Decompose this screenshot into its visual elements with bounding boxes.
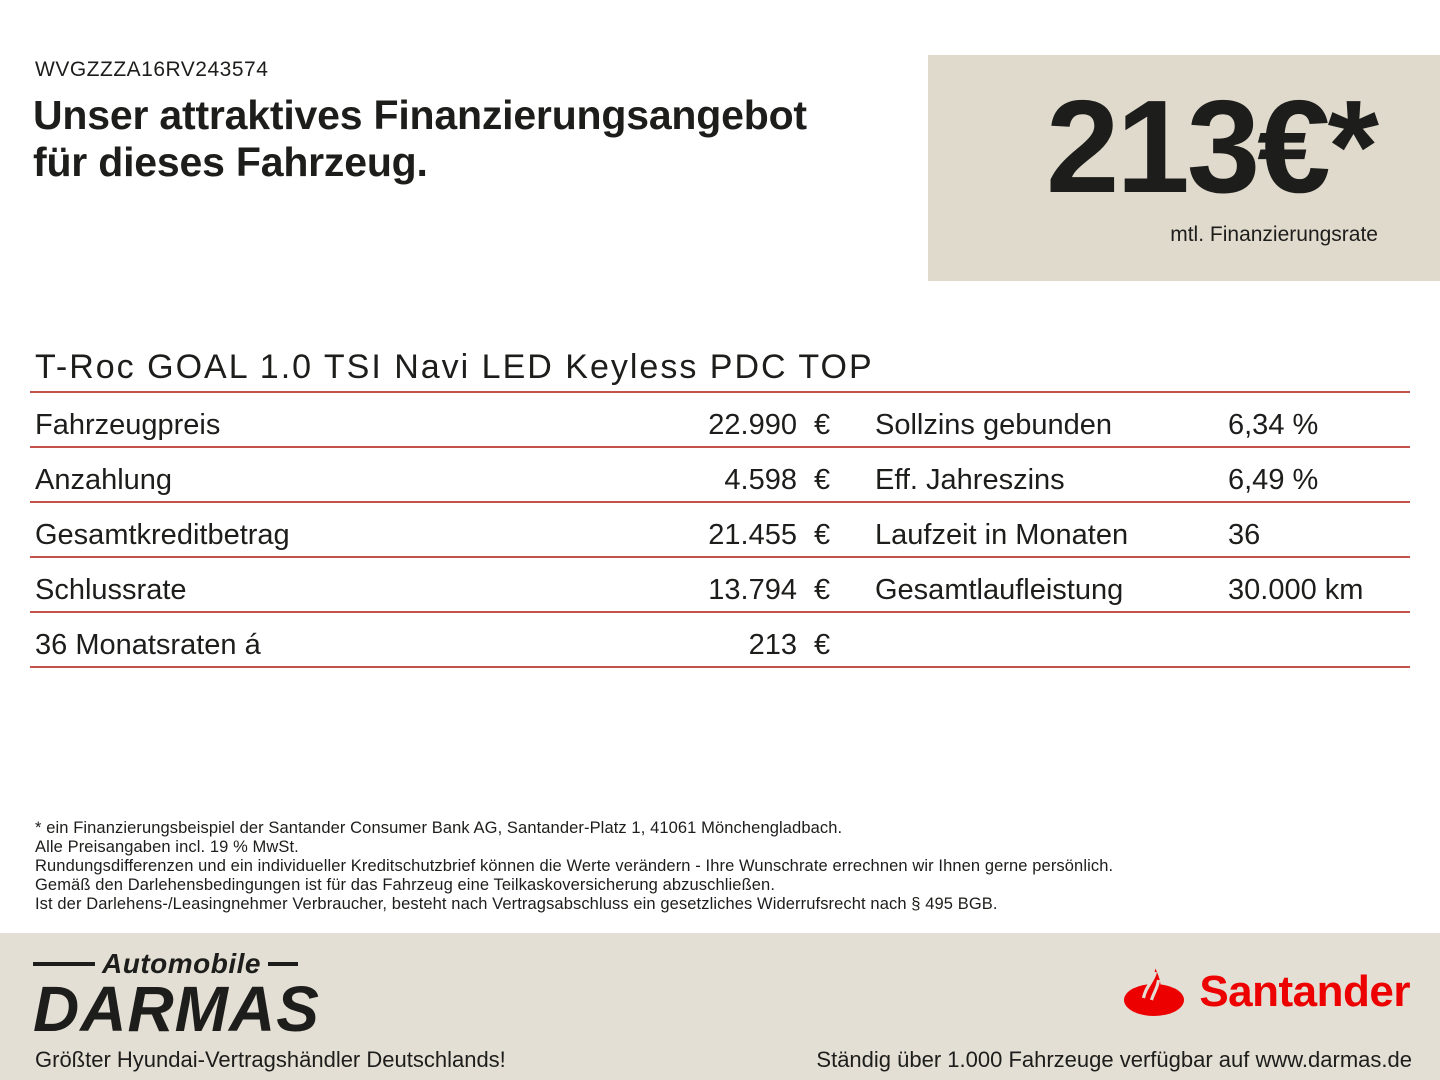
footer-taglines: Größter Hyundai-Vertragshändler Deutschl… [35, 1047, 1412, 1073]
finance-label-left: Gesamtkreditbetrag [35, 519, 290, 551]
monthly-rate-box: 213€* mtl. Finanzierungsrate [928, 55, 1440, 281]
finance-unit-left: € [814, 519, 831, 551]
vin-number: WVGZZZA16RV243574 [35, 58, 269, 81]
finance-table: Fahrzeugpreis 22.990 € Sollzins gebunden 6,3… [30, 393, 1410, 668]
finance-row: Schlussrate 13.794 € Gesamtlaufleistung 30.0… [30, 558, 1410, 613]
finance-label-right: Eff. Jahreszins [875, 464, 1065, 496]
finance-label-left: Schlussrate [35, 574, 187, 606]
finance-unit-left: € [814, 574, 831, 606]
logo-rule-left [33, 962, 95, 966]
santander-flame-icon [1124, 968, 1185, 1016]
finance-unit-left: € [814, 629, 831, 661]
finance-value-left: 213 [748, 629, 797, 661]
finance-unit-left: € [814, 409, 831, 441]
footer-tagline-right: Ständig über 1.000 Fahrzeuge verfügbar a… [816, 1047, 1412, 1072]
finance-unit-left: € [814, 464, 831, 496]
finance-row: Gesamtkreditbetrag 21.455 € Laufzeit in Mon… [30, 503, 1410, 558]
finance-label-right: Sollzins gebunden [875, 409, 1113, 441]
santander-logo-text: Santander [1199, 967, 1410, 1016]
logo-rule-right [268, 962, 298, 966]
footnote-line: Rundungsdifferenzen und ein individuelle… [35, 857, 1114, 875]
finance-value-left: 21.455 [708, 519, 797, 551]
finance-value-right: 36 [1228, 519, 1261, 551]
footnote-line: Gemäß den Darlehensbedingungen ist für d… [35, 876, 776, 894]
footnote-line: Ist der Darlehens-/Leasingnehmer Verbrau… [35, 895, 998, 913]
page-title: Unser attraktives Finanzierungsangebot fü… [33, 92, 807, 186]
finance-label-left: Anzahlung [35, 464, 173, 496]
footer-tagline-left: Größter Hyundai-Vertragshändler Deutschl… [35, 1047, 506, 1072]
vehicle-title: T-Roc GOAL 1.0 TSI Navi LED Keyless PDC … [30, 345, 1410, 393]
monthly-rate-caption: mtl. Finanzierungsrate [1170, 223, 1378, 246]
finance-row: Fahrzeugpreis 22.990 € Sollzins gebunden 6,3… [30, 393, 1410, 448]
footnotes: * ein Finanzierungsbeispiel der Santande… [35, 819, 1113, 914]
finance-label-left: 36 Monatsraten á [35, 629, 261, 661]
dealer-logo: Automobile DARMAS [33, 948, 320, 1045]
santander-logo: Santander [1122, 967, 1410, 1017]
finance-label-right: Gesamtlaufleistung [875, 574, 1124, 606]
finance-value-right: 30.000 km [1228, 574, 1364, 606]
finance-value-right: 6,34 % [1228, 409, 1319, 441]
finance-value-left: 22.990 [708, 409, 797, 441]
page-title-line2: für dieses Fahrzeug. [33, 139, 428, 185]
finance-row: Anzahlung 4.598 € Eff. Jahreszins 6,49 % [30, 448, 1410, 503]
finance-value-left: 4.598 [724, 464, 797, 496]
dealer-logo-word: Automobile [102, 948, 261, 979]
dealer-logo-top: Automobile [33, 948, 320, 979]
footer: Automobile DARMAS Santander Größter Hyun… [0, 933, 1440, 1080]
finance-row: 36 Monatsraten á 213 € [30, 613, 1410, 668]
footnote-line: Alle Preisangaben incl. 19 % MwSt. [35, 838, 299, 856]
page-title-line1: Unser attraktives Finanzierungsangebot [33, 92, 807, 138]
footnote-line: * ein Finanzierungsbeispiel der Santande… [35, 819, 843, 837]
finance-label-right: Laufzeit in Monaten [875, 519, 1129, 551]
finance-value-left: 13.794 [708, 574, 797, 606]
finance-value-right: 6,49 % [1228, 464, 1319, 496]
finance-label-left: Fahrzeugpreis [35, 409, 221, 441]
monthly-rate-amount: 213€* [1045, 73, 1379, 220]
dealer-logo-name: DARMAS [33, 973, 320, 1045]
